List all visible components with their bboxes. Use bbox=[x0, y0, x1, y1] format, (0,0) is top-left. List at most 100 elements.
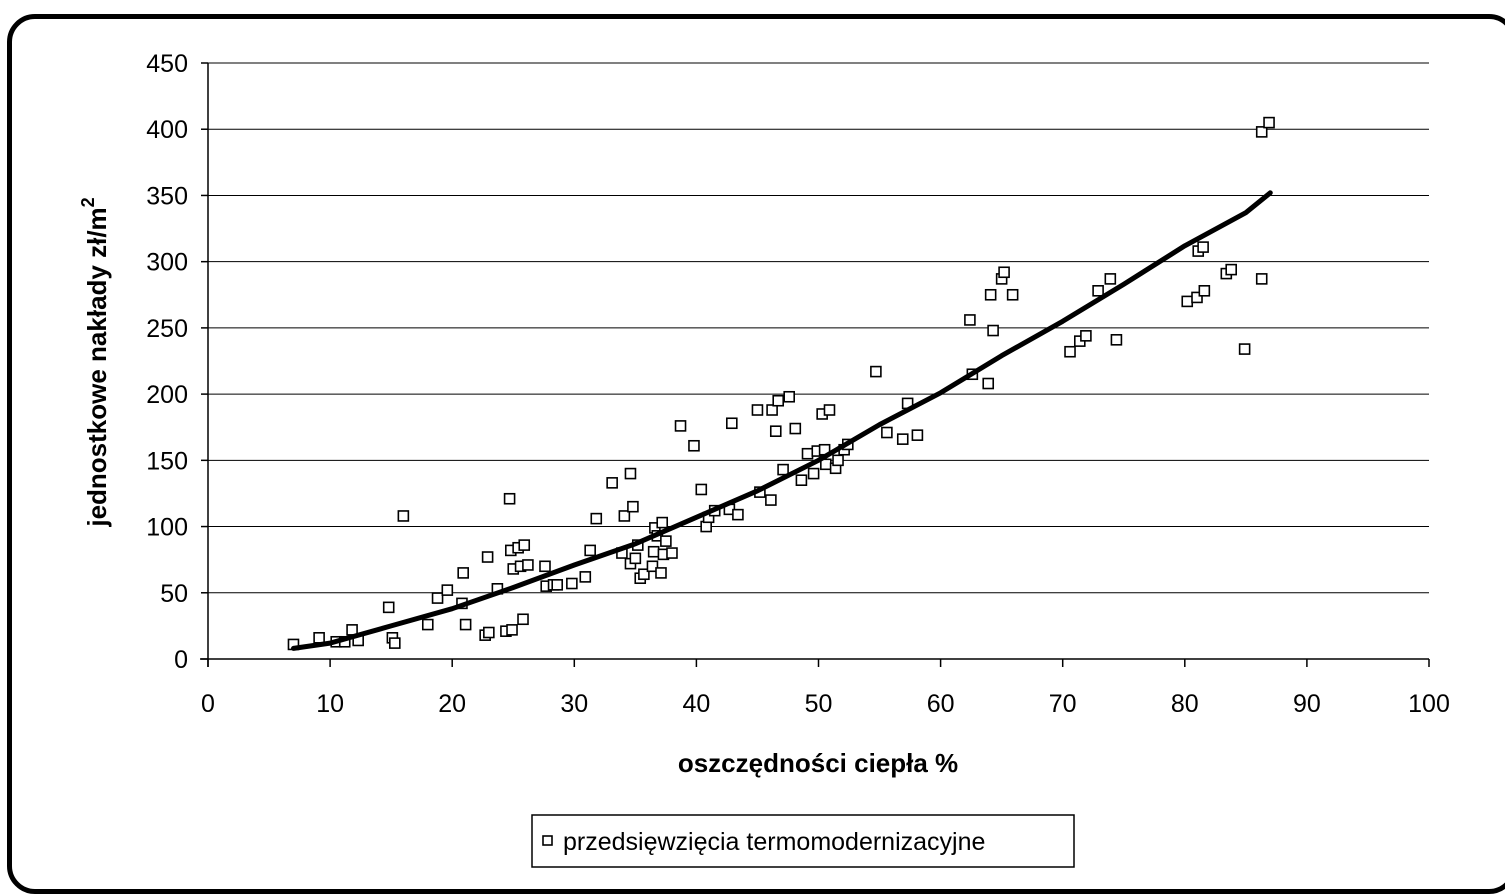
data-point-53 bbox=[656, 516, 669, 529]
y-tick-label-400: 400 bbox=[146, 116, 188, 144]
data-point-49 bbox=[647, 545, 660, 558]
data-point-72 bbox=[777, 463, 789, 476]
legend-box bbox=[531, 814, 1075, 868]
y-tick-label-0: 0 bbox=[174, 646, 188, 674]
data-point-95 bbox=[984, 288, 997, 301]
data-point-84 bbox=[832, 454, 844, 467]
data-point-1 bbox=[313, 632, 325, 644]
data-point-76 bbox=[801, 447, 814, 460]
data-point-10 bbox=[421, 618, 434, 631]
data-point-21 bbox=[506, 624, 518, 636]
data-point-58 bbox=[688, 439, 700, 452]
data-point-88 bbox=[881, 426, 893, 439]
data-point-113 bbox=[1238, 343, 1251, 355]
data-point-68 bbox=[765, 494, 777, 506]
data-point-96 bbox=[987, 324, 999, 337]
data-point-37 bbox=[590, 512, 603, 525]
data-point-13 bbox=[457, 567, 469, 579]
x-tick-label-60: 60 bbox=[927, 690, 955, 718]
data-point-87 bbox=[870, 365, 882, 378]
legend-label: przedsięwzięcia termomodernizacyjne bbox=[563, 828, 985, 856]
data-point-103 bbox=[1092, 285, 1104, 297]
data-point-66 bbox=[751, 404, 764, 416]
x-axis-title: oszczędności ciepła % bbox=[678, 748, 958, 778]
gridlines bbox=[208, 62, 1429, 594]
data-point-41 bbox=[624, 467, 637, 480]
data-point-36 bbox=[584, 544, 596, 557]
scatter-points bbox=[287, 116, 1275, 651]
data-point-38 bbox=[606, 477, 618, 489]
x-tick-label-100: 100 bbox=[1408, 690, 1450, 718]
data-point-40 bbox=[618, 510, 631, 522]
data-point-11 bbox=[431, 592, 444, 604]
data-point-28 bbox=[518, 539, 531, 551]
data-point-104 bbox=[1104, 273, 1117, 285]
data-point-9 bbox=[397, 510, 410, 522]
axes bbox=[200, 62, 1430, 667]
data-point-17 bbox=[483, 626, 495, 639]
data-point-47 bbox=[638, 568, 650, 581]
x-tick-label-20: 20 bbox=[438, 690, 466, 718]
x-tick-label-0: 0 bbox=[201, 690, 215, 718]
data-point-6 bbox=[382, 601, 395, 614]
data-point-100 bbox=[1064, 345, 1076, 358]
data-point-114 bbox=[1255, 273, 1268, 285]
data-point-56 bbox=[666, 547, 678, 559]
data-point-98 bbox=[998, 266, 1010, 279]
data-point-27 bbox=[517, 613, 529, 626]
data-point-73 bbox=[783, 390, 795, 403]
data-point-82 bbox=[823, 404, 836, 416]
data-point-99 bbox=[1006, 288, 1019, 301]
y-tick-labels: 0 50 100 150 200 250 300 350 400 450 bbox=[146, 50, 188, 674]
data-point-64 bbox=[726, 417, 738, 430]
y-tick-label-100: 100 bbox=[146, 514, 188, 542]
data-point-112 bbox=[1225, 263, 1237, 276]
y-tick-label-200: 200 bbox=[146, 381, 188, 409]
data-point-65 bbox=[732, 508, 744, 521]
x-tick-label-90: 90 bbox=[1293, 690, 1321, 718]
x-tick-label-10: 10 bbox=[316, 690, 344, 718]
data-point-22 bbox=[503, 492, 516, 505]
data-point-91 bbox=[911, 429, 924, 441]
y-axis-title-superscript: 2 bbox=[78, 197, 98, 207]
data-point-35 bbox=[579, 571, 592, 583]
x-tick-label-70: 70 bbox=[1049, 690, 1077, 718]
y-tick-label-150: 150 bbox=[146, 447, 188, 475]
x-tick-labels: 0 10 20 30 40 50 60 70 80 90 100 bbox=[201, 690, 1450, 718]
x-tick-label-80: 80 bbox=[1171, 690, 1199, 718]
data-point-94 bbox=[982, 377, 995, 390]
data-point-109 bbox=[1197, 241, 1209, 253]
data-point-110 bbox=[1198, 285, 1211, 297]
data-point-70 bbox=[769, 425, 782, 437]
y-tick-label-300: 300 bbox=[146, 249, 188, 277]
data-point-12 bbox=[441, 584, 454, 596]
data-point-116 bbox=[1263, 116, 1275, 129]
data-point-33 bbox=[551, 579, 564, 591]
data-point-57 bbox=[674, 420, 687, 432]
data-point-34 bbox=[566, 577, 578, 590]
data-point-43 bbox=[627, 500, 639, 513]
y-tick-label-450: 450 bbox=[146, 50, 188, 78]
legend: przedsięwzięcia termomodernizacyjne bbox=[531, 814, 1075, 868]
x-tick-label-30: 30 bbox=[560, 690, 588, 718]
data-point-89 bbox=[896, 433, 909, 445]
y-axis-title-text: jednostkowe nakłady zł/m bbox=[82, 207, 112, 527]
y-axis-title: jednostkowe nakłady zł/m2 bbox=[78, 197, 112, 527]
x-tick-label-40: 40 bbox=[682, 690, 710, 718]
data-point-92 bbox=[964, 314, 976, 326]
trend-line bbox=[291, 190, 1273, 651]
x-tick-label-50: 50 bbox=[805, 690, 833, 718]
data-point-44 bbox=[629, 552, 642, 565]
data-point-30 bbox=[539, 560, 551, 573]
data-point-69 bbox=[766, 404, 778, 416]
data-point-74 bbox=[789, 422, 802, 435]
data-point-102 bbox=[1080, 330, 1092, 342]
data-point-52 bbox=[655, 567, 667, 579]
data-point-59 bbox=[695, 483, 708, 496]
y-tick-label-250: 250 bbox=[146, 315, 188, 343]
data-point-48 bbox=[646, 560, 659, 573]
data-point-106 bbox=[1181, 295, 1194, 308]
data-point-107 bbox=[1191, 291, 1203, 304]
data-point-71 bbox=[772, 394, 785, 407]
